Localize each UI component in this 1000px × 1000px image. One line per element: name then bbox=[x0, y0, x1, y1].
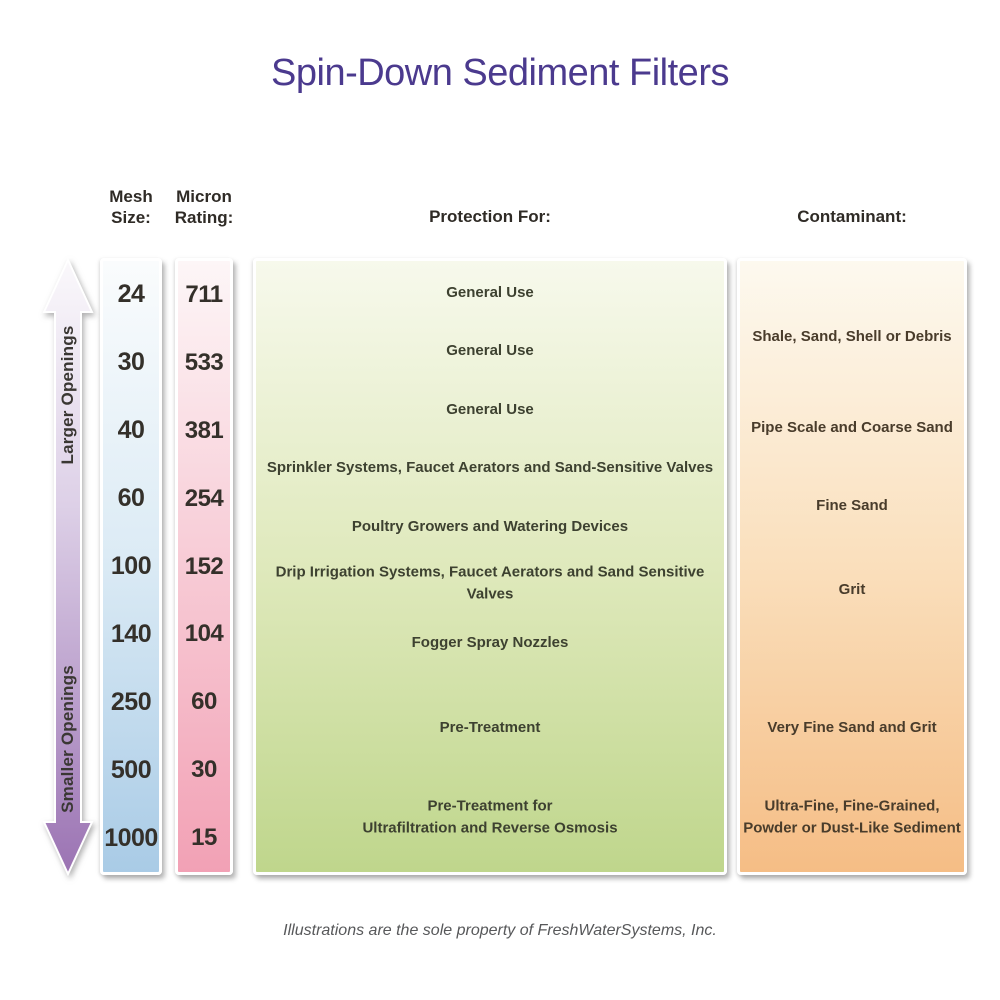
micron-cells: 711 533 381 254 152 104 60 30 15 bbox=[178, 261, 230, 872]
protection-row: General Use bbox=[446, 342, 534, 360]
micron-cell: 30 bbox=[191, 756, 217, 784]
contaminant-header: Contaminant: bbox=[797, 207, 907, 226]
protection-row: Drip Irrigation Systems, Faucet Aerators… bbox=[275, 563, 705, 602]
micron-cell: 533 bbox=[184, 348, 224, 376]
smaller-openings-label: Smaller Openings bbox=[58, 665, 77, 813]
mesh-size-column: 24 30 40 60 100 140 250 500 1000 bbox=[100, 258, 162, 875]
protection-row: Sprinkler Systems, Faucet Aerators and S… bbox=[266, 459, 714, 477]
protection-row-line2: Ultrafiltration and Reverse Osmosis bbox=[362, 819, 618, 836]
contaminant-row: Very Fine Sand and Grit bbox=[767, 719, 937, 737]
micron-cell: 60 bbox=[191, 688, 217, 716]
contaminant-row-line2: Powder or Dust-Like Sediment bbox=[743, 819, 961, 836]
contaminant-row-line1: Ultra-Fine, Fine-Grained, bbox=[764, 797, 940, 815]
mesh-size-header-line2: Size: bbox=[111, 208, 151, 228]
mesh-cell: 30 bbox=[117, 348, 145, 377]
mesh-cell: 40 bbox=[117, 416, 145, 445]
contaminant-row: Pipe Scale and Coarse Sand bbox=[751, 419, 953, 437]
mesh-cell: 500 bbox=[110, 755, 152, 784]
mesh-cell: 24 bbox=[117, 280, 145, 309]
mesh-cell: 250 bbox=[110, 687, 152, 716]
protection-row: Pre-Treatment bbox=[439, 719, 541, 737]
mesh-cell: 140 bbox=[110, 619, 152, 648]
protection-row: Pre-Treatment for Ultrafiltration and Re… bbox=[256, 795, 724, 839]
protection-row: Poultry Growers and Watering Devices bbox=[351, 518, 629, 536]
protection-row: General Use bbox=[446, 401, 534, 419]
mesh-cells: 24 30 40 60 100 140 250 500 1000 bbox=[103, 261, 159, 872]
protection-row: Fogger Spray Nozzles bbox=[411, 634, 569, 652]
page-title: Spin-Down Sediment Filters bbox=[271, 52, 729, 94]
micron-cell: 381 bbox=[184, 416, 224, 444]
micron-cell: 104 bbox=[184, 620, 224, 648]
micron-cell: 152 bbox=[184, 552, 224, 580]
contaminant-row: Fine Sand bbox=[816, 497, 888, 515]
protection-for-header: Protection For: bbox=[429, 207, 551, 226]
micron-cell: 15 bbox=[191, 824, 217, 852]
contaminant-row: Ultra-Fine, Fine-Grained, Powder or Dust… bbox=[740, 795, 964, 839]
protection-row-line1: Pre-Treatment for bbox=[427, 797, 553, 815]
protection-row: General Use bbox=[446, 284, 534, 302]
micron-cell: 254 bbox=[184, 484, 224, 512]
copyright-note: Illustrations are the sole property of F… bbox=[283, 922, 717, 939]
mesh-cell: 1000 bbox=[104, 823, 158, 852]
larger-openings-label: Larger Openings bbox=[58, 325, 77, 465]
mesh-cell: 100 bbox=[110, 552, 152, 580]
mesh-cell: 60 bbox=[117, 484, 145, 513]
contaminant-column: Shale, Sand, Shell or Debris Pipe Scale … bbox=[737, 258, 967, 875]
micron-rating-header-line2: Rating: bbox=[174, 208, 234, 228]
protection-for-column: General Use General Use General Use Spri… bbox=[253, 258, 727, 875]
contaminant-row: Shale, Sand, Shell or Debris bbox=[752, 328, 952, 346]
contaminant-row: Grit bbox=[838, 581, 866, 599]
micron-rating-column: 711 533 381 254 152 104 60 30 15 bbox=[175, 258, 233, 875]
mesh-size-header-line1: Mesh bbox=[109, 187, 153, 206]
micron-rating-header-line1: Micron bbox=[176, 187, 232, 206]
mesh-size-header: Mesh Size: bbox=[98, 186, 164, 229]
openings-double-arrow-icon bbox=[42, 258, 94, 876]
micron-cell: 711 bbox=[185, 280, 223, 308]
micron-rating-header: Micron Rating: bbox=[166, 186, 242, 229]
